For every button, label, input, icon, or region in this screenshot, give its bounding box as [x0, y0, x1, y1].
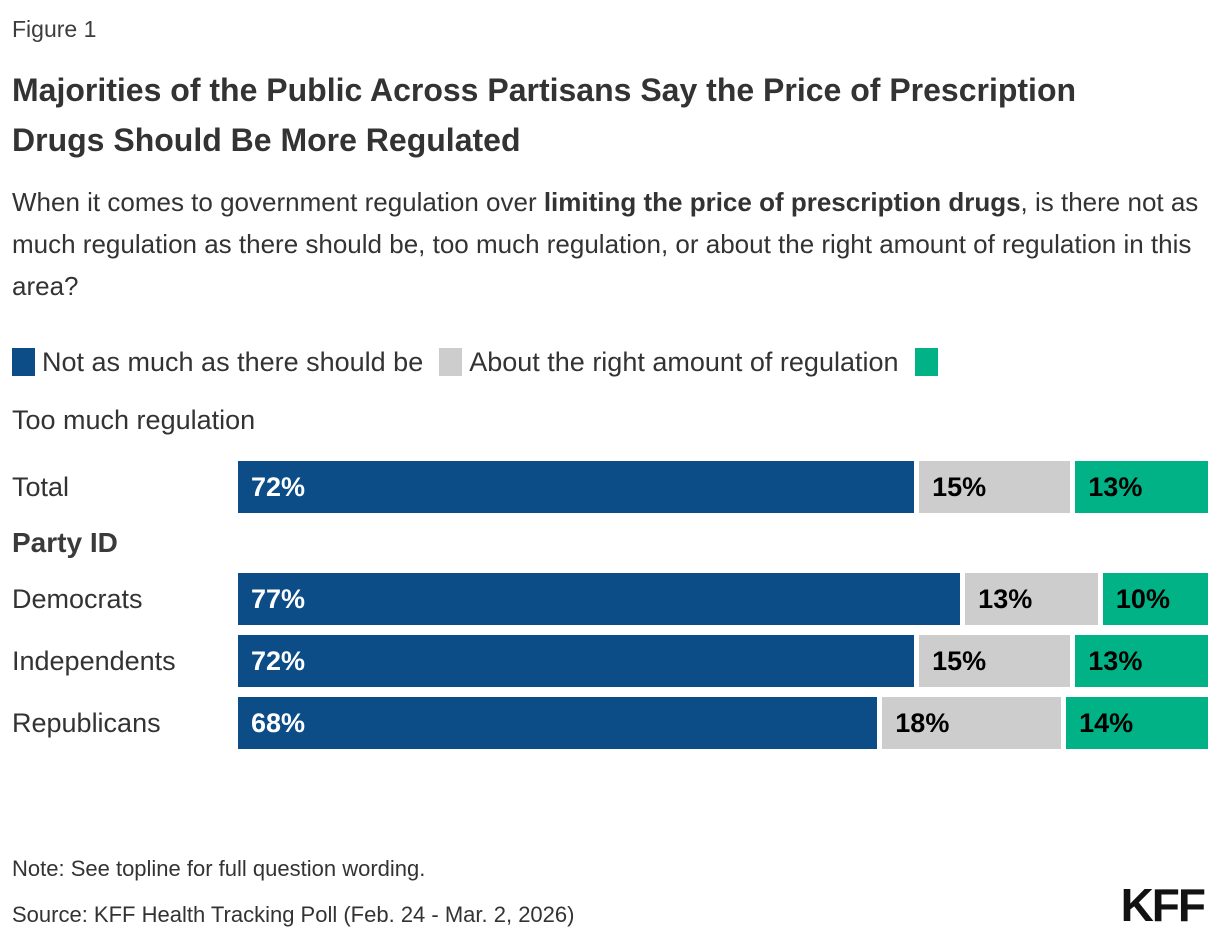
- bar-value-label: 68%: [251, 707, 306, 738]
- legend: Not as much as there should be About the …: [12, 333, 957, 449]
- bar-value-label: 72%: [251, 471, 306, 502]
- bar-track: 72% 15% 13%: [238, 635, 1209, 687]
- bar-track: 72% 15% 13%: [238, 461, 1209, 513]
- row-label: Democrats: [12, 583, 143, 614]
- bar-value-label: 77%: [251, 583, 306, 614]
- legend-label: Not as much as there should be: [42, 347, 424, 377]
- bar-segment: 72%: [238, 461, 915, 513]
- survey-question: When it comes to government regulation o…: [12, 181, 1204, 307]
- bar-value-label: 15%: [932, 471, 987, 502]
- kff-logo: KFF: [1120, 879, 1206, 931]
- legend-swatch-icon: [439, 348, 463, 376]
- chart-rows: Total 72% 15% 13% Party ID Democrats 77% 13% 10%…: [12, 461, 1209, 749]
- chart-title: Majorities of the Public Across Partisan…: [12, 72, 1077, 158]
- footer: Note: See topline for full question word…: [12, 856, 574, 928]
- note-text: Note: See topline for full question word…: [12, 856, 426, 881]
- chart-row: Total 72% 15% 13%: [12, 461, 1209, 513]
- legend-swatch-icon: [914, 348, 938, 376]
- question-text-post: , is there not as much regulation as the…: [12, 187, 1199, 301]
- bar-segment: 10%: [1102, 573, 1208, 625]
- question-text-pre: When it comes to government regulation o…: [12, 187, 544, 217]
- bar-segment: 13%: [965, 573, 1098, 625]
- bar-value-label: 10%: [1115, 583, 1170, 614]
- chart-row: Republicans 68% 18% 14%: [12, 697, 1208, 749]
- stacked-bar-chart: Total 72% 15% 13% Party ID Democrats 77% 13% 10%…: [12, 461, 1209, 749]
- chart-row: Democrats 77% 13% 10%: [12, 573, 1208, 625]
- bar-segment: 13%: [1075, 635, 1209, 687]
- question-text-bold: limiting the price of prescription drugs: [543, 187, 1021, 217]
- bar-segment: 15%: [919, 461, 1071, 513]
- legend-label: About the right amount of regulation: [469, 347, 899, 377]
- bar-value-label: 13%: [1088, 645, 1143, 676]
- bar-segment: 13%: [1075, 461, 1209, 513]
- figure-label: Figure 1: [12, 16, 97, 42]
- bar-track: 68% 18% 14%: [238, 697, 1208, 749]
- legend-swatch-icon: [12, 348, 35, 376]
- chart-row: Independents 72% 15% 13%: [12, 635, 1209, 687]
- row-label: Independents: [12, 645, 176, 676]
- bar-segment: 68%: [238, 697, 878, 749]
- legend-label: Too much regulation: [12, 405, 256, 435]
- group-label: Party ID: [12, 527, 118, 558]
- bar-value-label: 13%: [978, 583, 1033, 614]
- bar-value-label: 72%: [251, 645, 306, 676]
- source-text: Source: KFF Health Tracking Poll (Feb. 2…: [12, 902, 575, 927]
- bar-value-label: 18%: [895, 707, 950, 738]
- bar-value-label: 13%: [1088, 471, 1143, 502]
- bar-value-label: 15%: [932, 645, 987, 676]
- bar-value-label: 14%: [1079, 707, 1134, 738]
- bar-segment: 18%: [882, 697, 1062, 749]
- bar-segment: 77%: [238, 573, 961, 625]
- bar-segment: 14%: [1066, 697, 1208, 749]
- bar-segment: 15%: [919, 635, 1071, 687]
- row-label: Total: [12, 471, 70, 502]
- bar-track: 77% 13% 10%: [238, 573, 1208, 625]
- bar-segment: 72%: [238, 635, 915, 687]
- row-label: Republicans: [12, 707, 161, 738]
